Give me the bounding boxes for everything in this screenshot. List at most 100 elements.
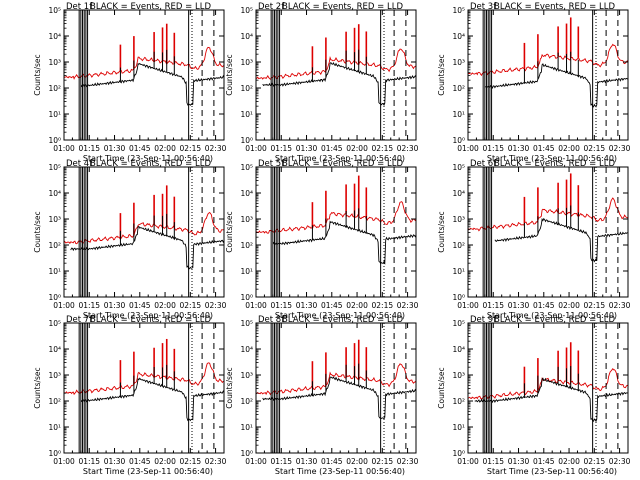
x-tick-label: 02:15 (584, 457, 606, 466)
y-tick-label: 10⁴ (48, 189, 61, 198)
events-series-line (484, 63, 628, 108)
lld-series-line (64, 46, 224, 80)
chart-panel: 01:00 01:15 01:30 01:45 02:00 02:15 02:30 10⁰ 10… (33, 315, 227, 476)
x-tick-label: 01:15 (270, 301, 292, 310)
x-tick-label: 01:45 (129, 301, 151, 310)
panel-title: Det 4f (66, 159, 93, 169)
events-series-line (80, 377, 224, 422)
x-tick-label: 01:45 (129, 144, 151, 153)
x-tick-label: 02:15 (584, 144, 606, 153)
x-tick-label: 01:00 (245, 457, 267, 466)
axes-frame (63, 322, 225, 454)
y-axis-label: Counts/sec (437, 54, 446, 95)
y-tick-label: 10⁴ (48, 345, 61, 354)
events-series-line (80, 62, 224, 106)
lld-series-line (468, 43, 628, 77)
axes-frame (467, 322, 629, 454)
x-tick-label: 01:00 (53, 301, 75, 310)
y-tick-label: 10¹ (240, 267, 253, 276)
x-tick-label: 02:15 (372, 457, 394, 466)
legend-text: BLACK = Events, RED = LLD (494, 2, 615, 12)
lld-series-line (64, 211, 224, 245)
events-series-line (262, 376, 416, 420)
x-tick-label: 01:45 (533, 457, 555, 466)
y-tick-label: 10⁵ (48, 319, 61, 328)
x-tick-label: 01:45 (321, 457, 343, 466)
y-axis-label: Counts/sec (225, 367, 234, 408)
chart-panel: 01:00 01:15 01:30 01:45 02:00 02:15 02:30 10⁰ 10… (225, 2, 419, 163)
y-tick-label: 10³ (452, 215, 465, 224)
x-tick-label: 01:45 (533, 144, 555, 153)
x-tick-label: 02:00 (154, 457, 176, 466)
x-tick-label: 01:30 (508, 144, 530, 153)
x-tick-label: 01:00 (457, 144, 479, 153)
y-tick-label: 10³ (240, 371, 253, 380)
x-tick-label: 01:00 (457, 301, 479, 310)
y-tick-label: 10⁰ (48, 293, 61, 302)
y-tick-label: 10² (240, 84, 253, 93)
x-tick-label: 01:30 (508, 457, 530, 466)
panel-grid: 01:00 01:15 01:30 01:45 02:00 02:15 02:3010⁰10… (33, 2, 631, 476)
chart-panel: 01:00 01:15 01:30 01:45 02:00 02:15 02:30 10⁰ 10… (225, 315, 419, 476)
x-tick-label: 02:30 (609, 144, 631, 153)
events-series-line (262, 61, 416, 106)
x-tick-label: 01:00 (245, 144, 267, 153)
y-tick-label: 10² (48, 397, 61, 406)
x-axis-label: Start Time (23-Sep-11 00:56:40) (275, 311, 405, 320)
x-tick-label: 02:15 (180, 144, 202, 153)
legend-text: BLACK = Events, RED = LLD (90, 315, 211, 325)
chart-panel: 01:00 01:15 01:30 01:45 02:00 02:15 02:30 10⁰ 10… (437, 2, 631, 163)
y-tick-label: 10² (452, 397, 465, 406)
x-tick-label: 01:30 (296, 457, 318, 466)
x-tick-label: 02:15 (180, 457, 202, 466)
x-tick-label: 02:15 (372, 301, 394, 310)
x-tick-label: 01:30 (296, 301, 318, 310)
events-series-line (70, 226, 224, 270)
x-tick-label: 02:00 (346, 144, 368, 153)
y-tick-label: 10⁵ (240, 319, 253, 328)
x-tick-label: 01:15 (78, 144, 100, 153)
y-tick-label: 10⁵ (240, 6, 253, 15)
x-tick-label: 02:00 (558, 457, 580, 466)
y-tick-label: 10⁰ (240, 293, 253, 302)
x-axis-label: Start Time (23-Sep-11 00:56:40) (487, 154, 617, 163)
x-tick-label: 02:00 (154, 301, 176, 310)
y-tick-label: 10² (452, 241, 465, 250)
y-axis-label: Counts/sec (437, 367, 446, 408)
y-axis-label: Counts/sec (33, 367, 42, 408)
y-tick-label: 10³ (48, 371, 61, 380)
events-series-line (474, 377, 628, 423)
y-tick-label: 10² (240, 397, 253, 406)
y-tick-label: 10⁴ (452, 189, 465, 198)
lld-series-line (256, 363, 416, 396)
events-series-line (272, 220, 416, 265)
legend-text: BLACK = Events, RED = LLD (494, 315, 615, 325)
chart-panel: 01:00 01:15 01:30 01:45 02:00 02:15 02:30 10⁰ 10… (437, 315, 631, 476)
y-tick-label: 10⁴ (452, 32, 465, 41)
y-tick-label: 10¹ (48, 423, 61, 432)
axes-frame (255, 322, 417, 454)
x-tick-label: 02:00 (558, 301, 580, 310)
y-tick-label: 10⁰ (452, 449, 465, 458)
panel-title: Det 6f (470, 159, 497, 169)
x-tick-label: 01:00 (457, 457, 479, 466)
y-tick-label: 10¹ (452, 423, 465, 432)
x-tick-label: 02:30 (397, 144, 419, 153)
panel-title: Det 5f (258, 159, 285, 169)
lld-series-line (64, 362, 224, 396)
x-tick-label: 01:00 (53, 144, 75, 153)
x-tick-label: 01:30 (104, 144, 126, 153)
plot-area (64, 167, 224, 297)
x-axis-label: Start Time (23-Sep-11 00:56:40) (83, 467, 213, 476)
y-tick-label: 10⁴ (48, 32, 61, 41)
axes-frame (63, 166, 225, 298)
y-tick-label: 10⁵ (452, 6, 465, 15)
chart-panel: 01:00 01:15 01:30 01:45 02:00 02:15 02:30 10⁰ 10… (33, 159, 227, 320)
x-tick-label: 02:30 (205, 144, 227, 153)
y-tick-label: 10⁵ (452, 319, 465, 328)
y-tick-label: 10⁵ (48, 6, 61, 15)
legend-text: BLACK = Events, RED = LLD (282, 315, 403, 325)
lld-series-line (468, 197, 628, 232)
x-axis-label: Start Time (23-Sep-11 00:56:40) (83, 154, 213, 163)
y-tick-label: 10¹ (452, 110, 465, 119)
